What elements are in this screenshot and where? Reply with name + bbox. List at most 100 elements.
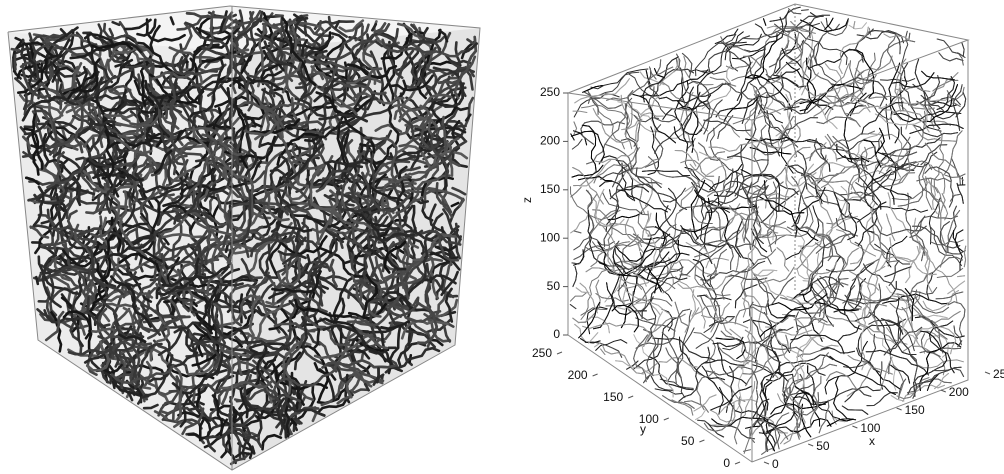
filament bbox=[814, 389, 871, 403]
filament bbox=[906, 193, 925, 255]
filament bbox=[616, 361, 674, 397]
filament bbox=[628, 91, 640, 147]
filament bbox=[837, 144, 869, 161]
filament bbox=[572, 263, 579, 264]
tick-mark bbox=[628, 396, 633, 398]
filament bbox=[606, 299, 672, 307]
filament bbox=[849, 23, 866, 29]
filament bbox=[861, 285, 894, 342]
filament bbox=[852, 259, 879, 280]
filament bbox=[685, 308, 699, 332]
filament bbox=[808, 49, 863, 69]
filament bbox=[707, 249, 726, 276]
filament bbox=[573, 267, 577, 287]
filament bbox=[910, 257, 962, 295]
filament bbox=[707, 121, 725, 141]
filament bbox=[834, 192, 874, 232]
tick-label: 0 bbox=[723, 456, 730, 470]
tick-mark bbox=[764, 462, 769, 464]
filament bbox=[816, 234, 852, 253]
filament bbox=[821, 347, 854, 353]
filament bbox=[642, 171, 689, 176]
filament bbox=[599, 72, 639, 95]
tick-label: 150 bbox=[905, 403, 925, 417]
filament bbox=[817, 117, 856, 124]
filament bbox=[728, 156, 769, 161]
filament bbox=[766, 393, 813, 433]
tick-mark bbox=[557, 352, 562, 354]
tick-label: 0 bbox=[553, 327, 560, 341]
filament bbox=[660, 84, 730, 103]
filament bbox=[655, 69, 664, 78]
filament bbox=[940, 222, 965, 254]
filament bbox=[646, 180, 653, 206]
filament bbox=[914, 359, 964, 368]
filament bbox=[636, 309, 690, 348]
filament bbox=[698, 420, 755, 439]
filament bbox=[649, 357, 693, 390]
filament bbox=[642, 277, 687, 318]
filament bbox=[696, 323, 719, 348]
tick-label: 200 bbox=[540, 134, 560, 148]
filament bbox=[903, 385, 945, 401]
filament bbox=[915, 59, 940, 128]
filament bbox=[709, 142, 761, 152]
tick-mark bbox=[735, 462, 740, 464]
filament bbox=[574, 122, 577, 135]
filament bbox=[802, 10, 809, 11]
tick-mark bbox=[985, 372, 990, 374]
filament bbox=[827, 134, 867, 169]
filament bbox=[638, 205, 651, 237]
z-axis-label: z bbox=[520, 197, 534, 203]
filament bbox=[801, 404, 811, 437]
filament bbox=[915, 59, 940, 128]
filament bbox=[808, 49, 863, 69]
filament bbox=[639, 211, 649, 250]
filament bbox=[707, 249, 726, 276]
x-axis-label: x bbox=[869, 434, 875, 448]
tick-label: 50 bbox=[816, 439, 830, 453]
filament bbox=[809, 16, 821, 38]
filament bbox=[644, 314, 686, 346]
filament bbox=[782, 48, 801, 67]
tick-label: 150 bbox=[540, 182, 560, 196]
filament bbox=[910, 257, 962, 295]
tick-mark bbox=[897, 408, 902, 410]
tick-label: 0 bbox=[772, 457, 779, 471]
tick-label: 250 bbox=[993, 367, 1004, 381]
tick-label: 100 bbox=[540, 230, 560, 244]
tick-mark bbox=[852, 426, 857, 428]
filament bbox=[702, 366, 723, 414]
filament bbox=[886, 287, 907, 312]
filament bbox=[36, 277, 38, 284]
filament bbox=[600, 181, 649, 192]
filament bbox=[573, 280, 600, 322]
filament bbox=[760, 316, 795, 337]
filament bbox=[708, 204, 744, 242]
filament bbox=[377, 368, 378, 382]
tick-label: 150 bbox=[603, 390, 623, 404]
tick-label: 50 bbox=[681, 434, 695, 448]
filament bbox=[937, 39, 965, 58]
filament bbox=[856, 31, 901, 54]
tick-label: 100 bbox=[860, 421, 880, 435]
filament bbox=[948, 206, 957, 252]
filament bbox=[663, 396, 695, 409]
filament bbox=[909, 33, 910, 40]
tick-mark bbox=[808, 444, 813, 446]
figure: z y x 0501001502002500501001502002500501… bbox=[0, 0, 1004, 474]
filament bbox=[816, 234, 852, 253]
filament bbox=[679, 347, 710, 401]
filament bbox=[767, 111, 780, 156]
filament bbox=[583, 323, 654, 337]
filament bbox=[880, 79, 914, 82]
filament bbox=[809, 16, 821, 38]
filament bbox=[15, 55, 16, 69]
filament bbox=[856, 31, 901, 54]
filament bbox=[827, 134, 867, 169]
filament bbox=[857, 207, 927, 223]
filament bbox=[957, 183, 963, 203]
filament bbox=[944, 131, 962, 175]
filament bbox=[782, 48, 801, 67]
filament bbox=[571, 187, 581, 197]
